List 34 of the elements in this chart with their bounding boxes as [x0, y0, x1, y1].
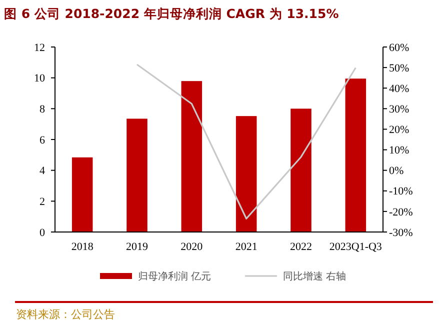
y2-tick-label: 0% — [389, 165, 404, 178]
bar — [126, 118, 148, 232]
legend-label: 归母净利润 亿元 — [138, 270, 212, 282]
bar — [72, 157, 93, 232]
y2-tick-label: 20% — [389, 124, 410, 136]
y-tick-label: 12 — [34, 42, 45, 54]
y2-tick-label: 40% — [389, 82, 410, 95]
bar — [181, 81, 202, 232]
y2-tick-label: 10% — [389, 144, 410, 157]
bar — [345, 78, 366, 232]
x-tick-label: 2023Q1-Q3 — [329, 241, 382, 253]
y2-tick-label: 30% — [389, 104, 410, 116]
y2-tick-label: -20% — [389, 206, 413, 218]
x-tick-label: 2022 — [290, 241, 312, 253]
x-tick-label: 2019 — [126, 241, 148, 253]
x-tick-label: 2020 — [180, 241, 204, 253]
y-tick-label: 10 — [34, 72, 46, 85]
x-tick-label: 2021 — [235, 241, 258, 253]
y2-tick-label: 60% — [389, 42, 410, 54]
text: 资料来源：公司公告 — [16, 308, 115, 321]
bar — [236, 116, 257, 232]
x-tick-label: 2018 — [71, 241, 94, 253]
y-tick-label: 2 — [40, 196, 45, 208]
y-tick-label: 6 — [40, 134, 46, 146]
y2-tick-label: -10% — [389, 186, 413, 198]
y-tick-label: 8 — [40, 104, 46, 116]
y2-tick-label: 50% — [389, 62, 410, 74]
line-series — [136, 64, 356, 220]
bar — [290, 108, 312, 232]
legend-label: 同比增速 右轴 — [283, 270, 346, 282]
y-tick-label: 4 — [40, 165, 46, 178]
y2-tick-label: -30% — [389, 226, 413, 239]
y-tick-label: 0 — [40, 226, 46, 239]
chart-title: 图 6 公司 2018-2022 年归母净利润 CAGR 为 13.15% — [4, 6, 340, 21]
